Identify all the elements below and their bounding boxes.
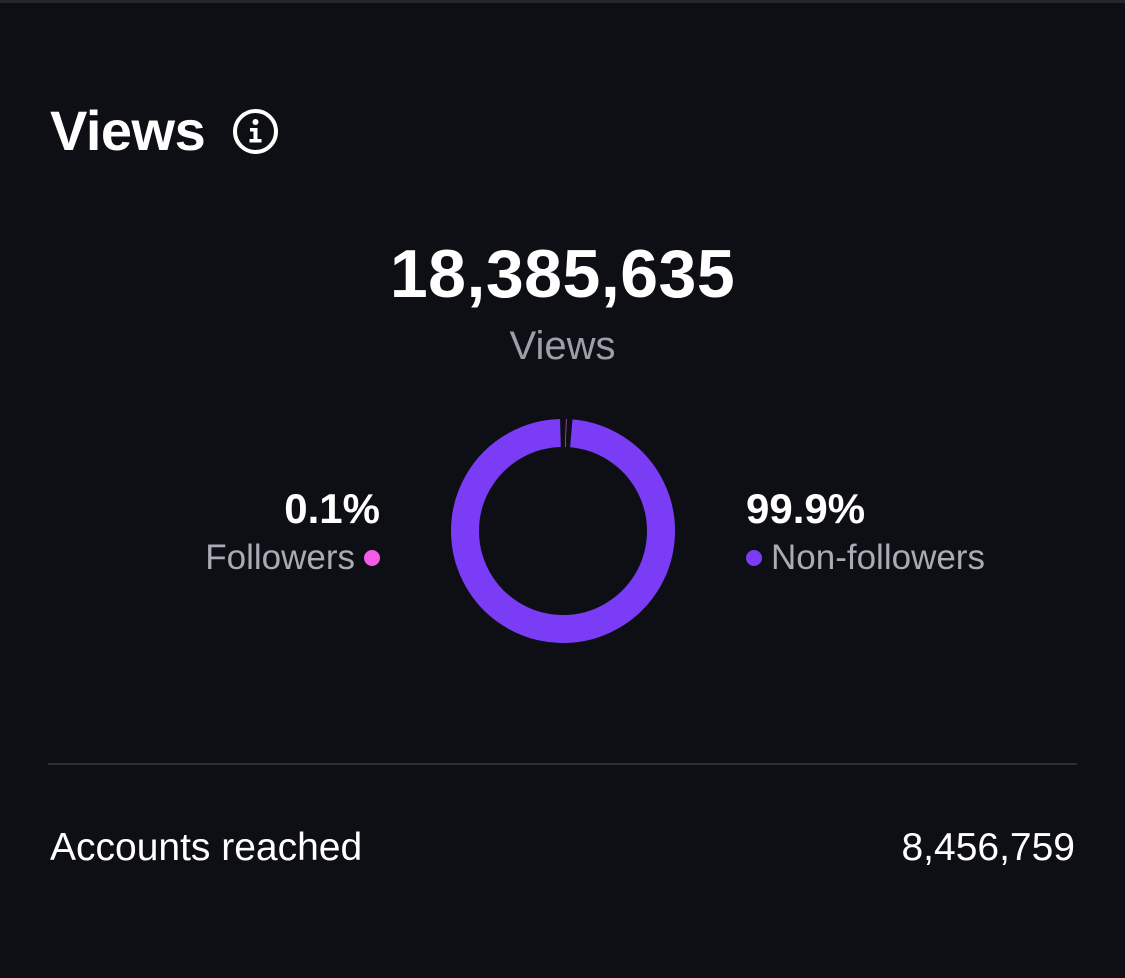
views-header: Views — [50, 96, 279, 166]
top-border — [0, 0, 1125, 3]
non-followers-stat: 99.9% Non-followers — [746, 488, 985, 575]
non-followers-label: Non-followers — [771, 538, 985, 577]
donut-slice-non-followers — [451, 419, 675, 643]
info-button[interactable] — [232, 108, 279, 155]
accounts-reached-row[interactable]: Accounts reached 8,456,759 — [50, 828, 1075, 867]
section-title: Views — [50, 99, 206, 162]
accounts-reached-label: Accounts reached — [50, 826, 363, 869]
divider — [48, 763, 1077, 765]
total-views-label: Views — [509, 324, 616, 368]
info-icon — [233, 108, 279, 154]
followers-stat: 0.1% Followers — [205, 488, 380, 575]
total-views-value: 18,385,635 — [389, 236, 736, 312]
followers-percent: 0.1% — [284, 485, 380, 532]
non-followers-legend-dot — [746, 549, 762, 566]
followers-legend-dot — [364, 549, 380, 566]
followers-label: Followers — [205, 538, 355, 577]
accounts-reached-value: 8,456,759 — [901, 826, 1075, 869]
views-donut-chart — [451, 419, 675, 643]
non-followers-percent: 99.9% — [746, 485, 866, 532]
